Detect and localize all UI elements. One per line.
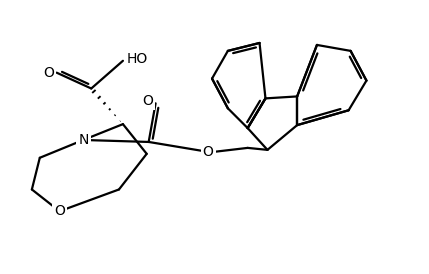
Text: O: O [202,145,214,159]
Text: HO: HO [126,52,148,66]
Text: O: O [54,204,65,218]
Text: N: N [78,133,88,147]
Text: O: O [53,204,64,218]
Text: N: N [78,133,88,147]
Text: O: O [43,66,54,80]
Text: HO: HO [124,52,145,66]
Text: O: O [202,145,214,159]
Text: O: O [142,94,153,108]
Text: O: O [44,66,55,80]
Text: O: O [142,94,153,108]
